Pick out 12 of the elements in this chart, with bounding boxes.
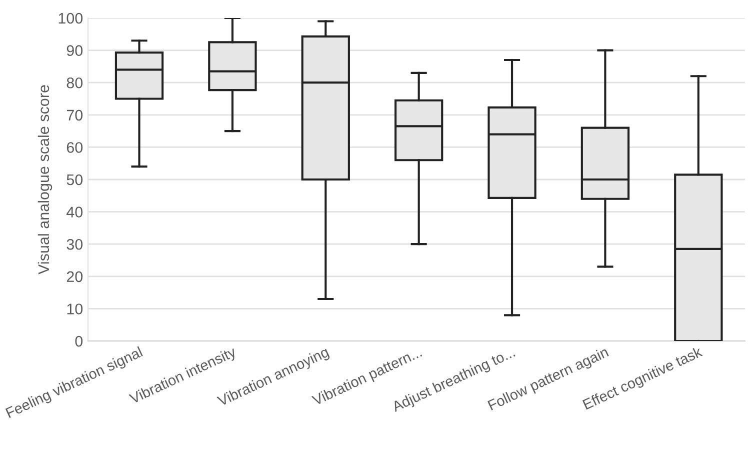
y-axis-title: Visual analogue scale score: [38, 85, 52, 274]
y-tick-label: 40: [66, 206, 83, 218]
y-tick-label: 80: [66, 77, 83, 88]
y-tick-label: 100: [58, 12, 83, 24]
y-tick-label: 70: [66, 110, 83, 121]
y-tick-label: 50: [66, 174, 83, 186]
y-tick-label: 30: [66, 238, 83, 250]
y-tick-label: 60: [66, 142, 83, 153]
y-tick-label: 10: [67, 304, 83, 314]
y-tick-label: 90: [66, 45, 83, 56]
y-tick-label: 20: [66, 271, 83, 282]
y-tick-label: 0: [75, 336, 83, 347]
